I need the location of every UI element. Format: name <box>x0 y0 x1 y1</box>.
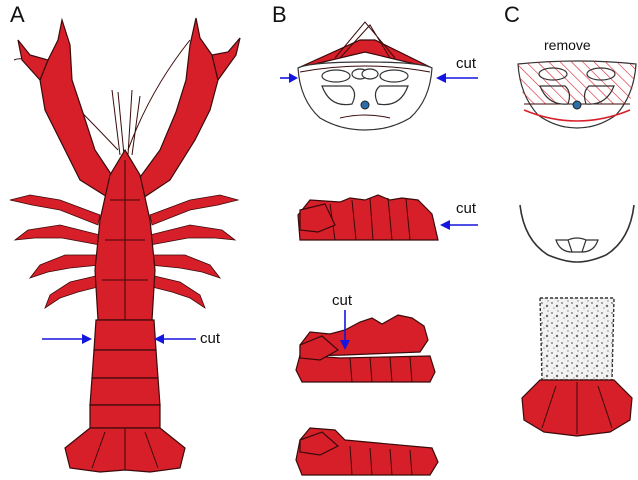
panel-b-cut-label-top: cut <box>456 55 477 72</box>
panel-c-remove-label: remove <box>544 37 591 53</box>
panel-b-cut-label-down: cut <box>332 292 353 309</box>
panel-a-cut-label: cut <box>200 330 221 347</box>
panel-a: A <box>9 2 241 473</box>
panel-b-cut-arrowhead-down <box>340 340 350 350</box>
abdomen-cross-section <box>297 21 433 131</box>
panel-c-letter: C <box>504 2 520 27</box>
panel-b-letter: B <box>272 2 287 27</box>
panel-a-letter: A <box>10 2 25 27</box>
abdomen-side-intact <box>297 194 439 241</box>
panel-a-cut-arrows <box>42 334 196 344</box>
abdomen-side-flattened <box>295 427 439 476</box>
panel-b-cut-label-side: cut <box>456 200 477 217</box>
crayfish-whole-drawing <box>9 17 241 473</box>
panel-b-cut-arrowhead-side <box>440 220 450 230</box>
panel-b: B cut c <box>272 2 478 476</box>
exposed-abdomen-and-tail <box>521 297 633 437</box>
abdomen-side-cut <box>295 314 436 383</box>
panel-b-cut-arrows-top <box>280 73 478 83</box>
ventral-shell <box>519 204 635 263</box>
panel-c: C remove <box>504 2 637 437</box>
cross-section-remove <box>517 60 637 129</box>
